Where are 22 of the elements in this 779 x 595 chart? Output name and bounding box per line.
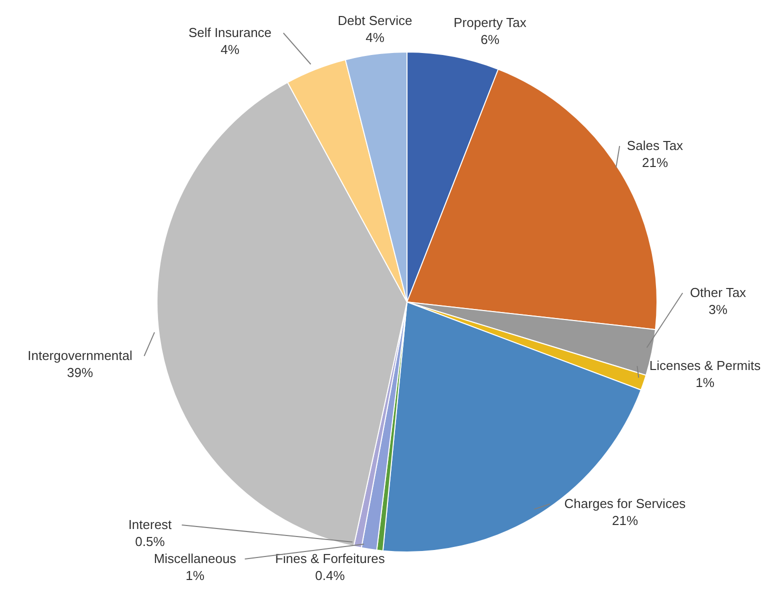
slice-label: Miscellaneous [154,551,237,566]
slice-label: Interest [128,517,172,532]
data-label: 6% [480,32,500,47]
slice-label: Other Tax [690,285,747,300]
data-label: 21% [612,513,638,528]
data-label: 21% [642,155,668,170]
slice-label: Property Tax [454,15,527,30]
slice-label: Charges for Services [564,496,686,511]
slice-label: Sales Tax [626,138,684,153]
data-label: 1% [696,375,715,390]
slice-label: Debt Service [338,13,412,28]
data-label: 0.4% [315,568,346,583]
slice-label: Self Insurance [188,25,272,40]
data-label: 1% [186,568,205,583]
data-label: 4% [366,30,385,45]
slice-label: Licenses & Permits [649,358,762,373]
data-label: 4% [220,42,240,57]
data-label: 3% [708,302,728,317]
slice-label: Fines & Forfeitures [275,551,386,566]
slice-label: Intergovernmental [28,348,132,363]
data-label: 39% [66,365,94,380]
data-label: 0.5% [135,534,166,549]
